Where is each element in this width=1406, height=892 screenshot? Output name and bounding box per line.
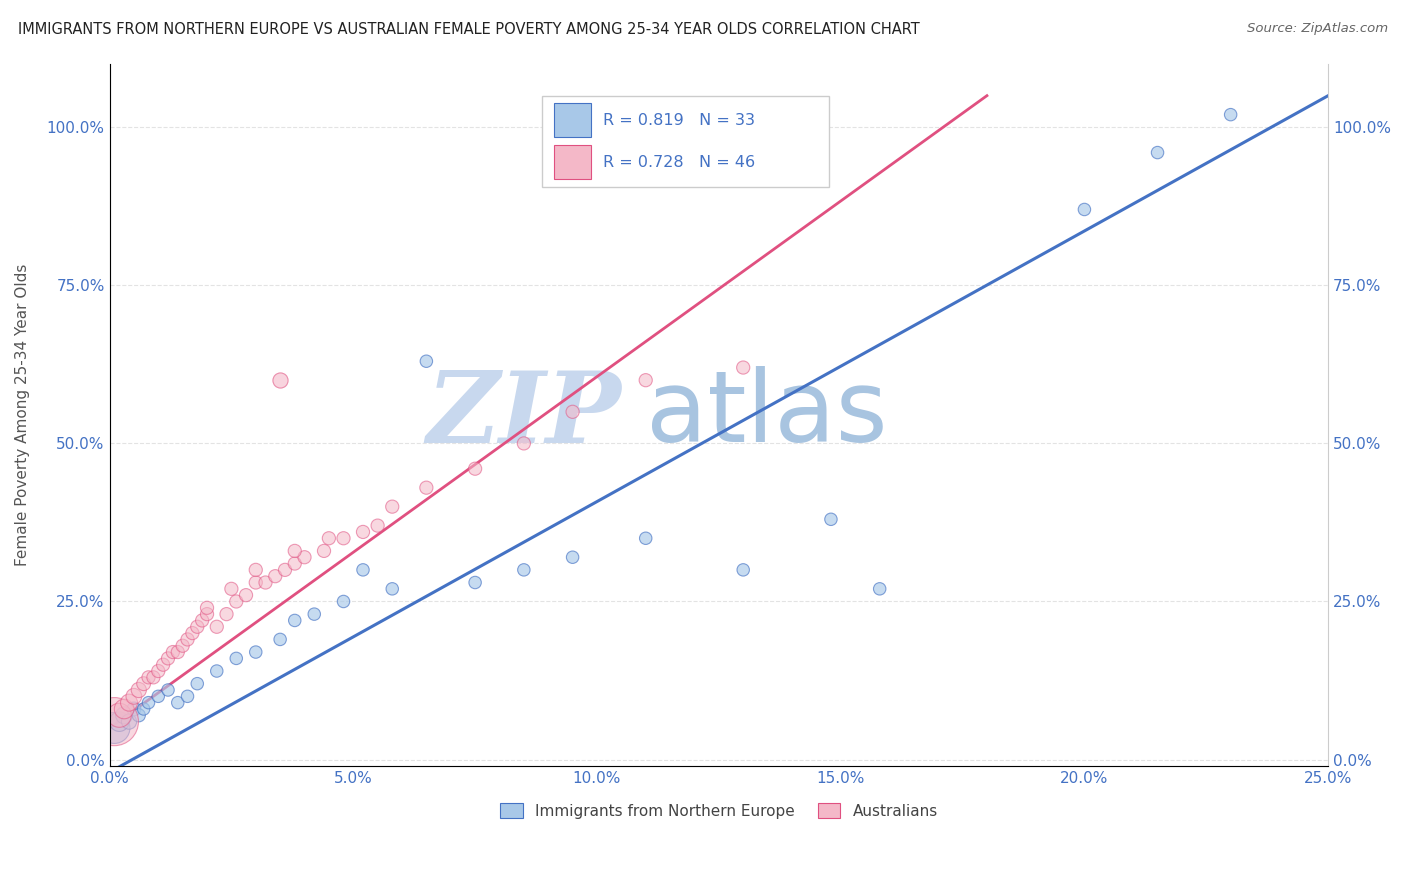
Point [381,582,404,596]
Point [166,645,188,659]
Point [148,664,170,678]
Point [733,563,755,577]
Point [561,405,583,419]
Point [172,639,194,653]
Point [464,461,486,475]
FancyBboxPatch shape [543,95,828,187]
Point [1073,202,1095,217]
Point [284,557,307,571]
Y-axis label: Female Poverty Among 25-34 Year Olds: Female Poverty Among 25-34 Year Olds [15,264,30,566]
Point [152,657,174,672]
Point [1146,145,1168,160]
Point [142,670,165,684]
Point [132,702,155,716]
Text: IMMIGRANTS FROM NORTHERN EUROPE VS AUSTRALIAN FEMALE POVERTY AMONG 25-34 YEAR OL: IMMIGRANTS FROM NORTHERN EUROPE VS AUSTR… [18,22,920,37]
Text: atlas: atlas [645,367,887,464]
Text: R = 0.819   N = 33: R = 0.819 N = 33 [603,112,755,128]
Point [176,690,198,704]
Point [561,550,583,565]
Point [112,708,135,723]
Point [269,632,291,647]
Point [634,531,657,545]
Point [415,481,437,495]
Point [245,645,267,659]
Point [162,645,184,659]
Point [215,607,238,621]
Point [205,664,228,678]
Point [254,575,277,590]
Point [122,690,145,704]
Point [464,575,486,590]
Point [264,569,287,583]
Point [225,651,247,665]
Point [128,683,150,698]
Point [181,626,204,640]
FancyBboxPatch shape [554,103,591,137]
Point [245,575,267,590]
Point [195,600,218,615]
Point [352,563,374,577]
Point [269,373,291,387]
Point [186,620,208,634]
Legend: Immigrants from Northern Europe, Australians: Immigrants from Northern Europe, Austral… [494,797,943,825]
Text: ZIP: ZIP [426,367,621,463]
Point [157,651,180,665]
Point [312,544,335,558]
Point [318,531,340,545]
Text: Source: ZipAtlas.com: Source: ZipAtlas.com [1247,22,1388,36]
Point [138,670,160,684]
Point [108,714,131,729]
Point [225,594,247,608]
Point [108,708,131,723]
Point [138,696,160,710]
Point [634,373,657,387]
Point [733,360,755,375]
Point [221,582,243,596]
Point [122,702,145,716]
Point [118,714,141,729]
Point [103,714,125,729]
Point [157,683,180,698]
Point [332,594,354,608]
Point [195,607,218,621]
Point [245,563,267,577]
Point [284,544,307,558]
Point [284,614,307,628]
Point [294,550,316,565]
Point [332,531,354,545]
Point [415,354,437,368]
Point [205,620,228,634]
Point [274,563,297,577]
Point [381,500,404,514]
Point [166,696,188,710]
Point [112,702,135,716]
Point [103,721,125,735]
Point [148,690,170,704]
Point [235,588,257,602]
Point [352,524,374,539]
Point [304,607,326,621]
Point [869,582,891,596]
Point [513,436,536,450]
Point [128,708,150,723]
Point [1219,108,1241,122]
Text: R = 0.728   N = 46: R = 0.728 N = 46 [603,155,755,169]
Point [186,676,208,690]
Point [367,518,389,533]
FancyBboxPatch shape [554,145,591,179]
Point [176,632,198,647]
Point [191,614,214,628]
Point [132,676,155,690]
Point [820,512,842,526]
Point [118,696,141,710]
Point [513,563,536,577]
